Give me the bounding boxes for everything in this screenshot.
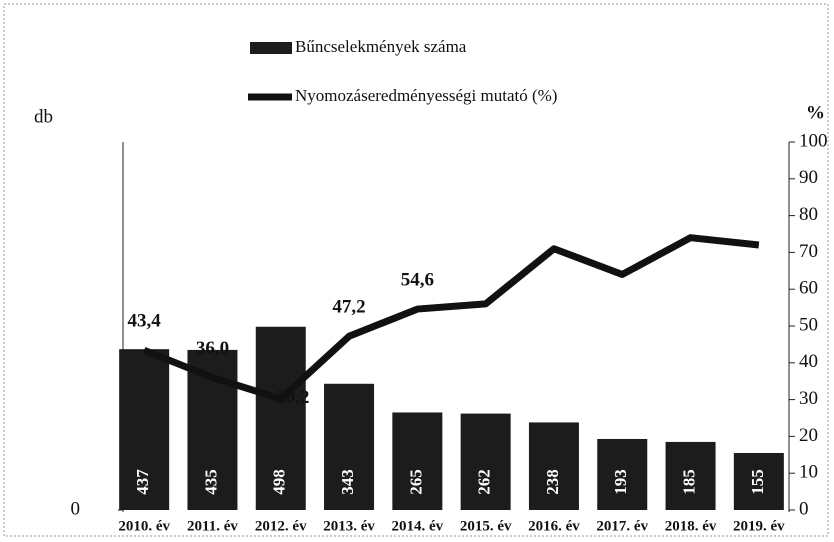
bar-value-label: 238 bbox=[543, 469, 562, 495]
x-tick-label: 2018. év bbox=[665, 518, 717, 534]
y2-tick-label: 10 bbox=[799, 462, 818, 483]
y2-tick-label: 20 bbox=[799, 425, 818, 446]
y2-tick-label: 100 bbox=[799, 130, 828, 151]
bar-value-label: 498 bbox=[270, 469, 289, 495]
y2-tick-label: 70 bbox=[799, 241, 818, 262]
y2-tick-label: 60 bbox=[799, 278, 818, 299]
x-tick-label: 2015. év bbox=[460, 518, 512, 534]
y2-tick-label: 50 bbox=[799, 314, 818, 335]
legend-label: Nyomozáseredményességi mutató (%) bbox=[295, 86, 557, 105]
x-tick-label: 2017. év bbox=[596, 518, 648, 534]
x-tick-label: 2010. év bbox=[118, 518, 170, 534]
line-value-label: 30,2 bbox=[276, 387, 309, 408]
y2-tick-label: 40 bbox=[799, 351, 818, 372]
line-value-label: 43,4 bbox=[128, 311, 162, 332]
bar-value-label: 343 bbox=[338, 469, 357, 495]
legend-swatch bbox=[250, 42, 292, 54]
y2-axis-label: % bbox=[806, 102, 825, 123]
y-axis-label: db bbox=[34, 106, 53, 127]
legend-label: Bűncselekmények száma bbox=[295, 37, 467, 56]
chart: db % 0 0 10 20 30 40 50 60 70 80 90 100 2010. év 2011… bbox=[0, 0, 834, 542]
bar-value-label: 437 bbox=[133, 469, 152, 495]
bar-value-label: 435 bbox=[201, 469, 220, 495]
x-tick-label: 2011. év bbox=[187, 518, 238, 534]
bar-value-label: 155 bbox=[748, 469, 767, 495]
line-value-label: 36,0 bbox=[196, 338, 229, 359]
y2-tick-label: 90 bbox=[799, 167, 818, 188]
x-tick-label: 2012. év bbox=[255, 518, 307, 534]
bar bbox=[529, 422, 579, 510]
bar-value-label: 262 bbox=[475, 469, 494, 495]
y2-tick-label: 30 bbox=[799, 388, 818, 409]
x-tick-label: 2013. év bbox=[323, 518, 375, 534]
line-value-label: 47,2 bbox=[332, 297, 365, 318]
x-tick-label: 2016. év bbox=[528, 518, 580, 534]
x-tick-label: 2014. év bbox=[392, 518, 444, 534]
bar-value-label: 193 bbox=[611, 469, 630, 495]
line-value-label: 54,6 bbox=[401, 269, 434, 290]
bar-value-label: 265 bbox=[406, 469, 425, 495]
bar-value-label: 185 bbox=[679, 469, 698, 495]
y2-tick-label: 80 bbox=[799, 204, 818, 225]
y-tick-label: 0 bbox=[71, 498, 81, 519]
y2-tick-label: 0 bbox=[799, 498, 809, 519]
x-tick-label: 2019. év bbox=[733, 518, 785, 534]
